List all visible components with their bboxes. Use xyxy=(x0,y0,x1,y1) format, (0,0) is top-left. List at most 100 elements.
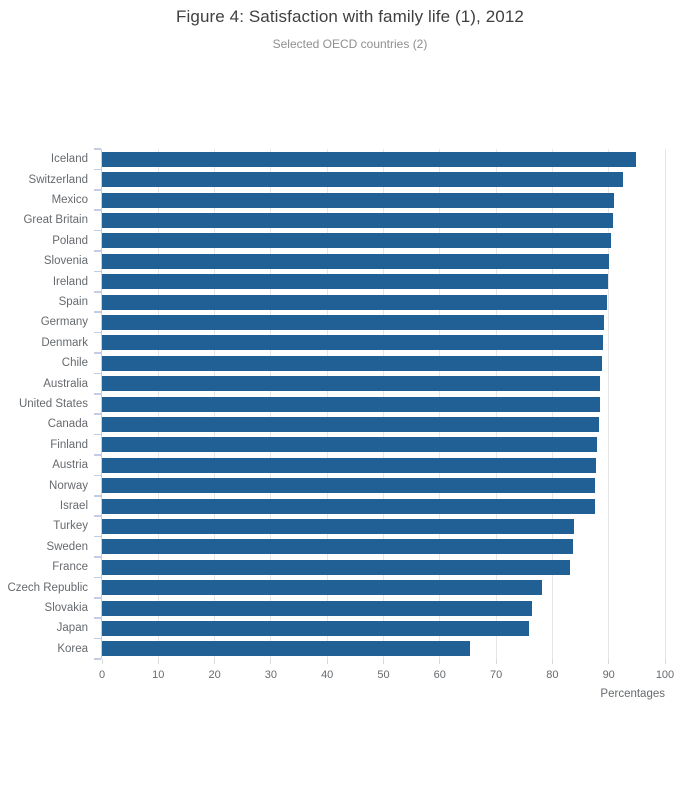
bar-iceland xyxy=(102,151,637,167)
category-label-canada: Canada xyxy=(47,418,88,431)
bar-great-britain xyxy=(102,212,614,228)
y-tick xyxy=(94,291,101,293)
bar-czech-republic xyxy=(102,580,543,596)
bar-denmark xyxy=(102,335,603,351)
category-label-turkey: Turkey xyxy=(53,520,88,533)
x-tick xyxy=(101,659,103,664)
bar-japan xyxy=(102,620,530,636)
y-tick xyxy=(94,331,101,334)
x-tick-label: 50 xyxy=(377,669,390,681)
category-label-ireland: Ireland xyxy=(52,275,88,288)
x-tick xyxy=(270,659,272,664)
bar-switzerland xyxy=(102,172,623,188)
bar-finland xyxy=(102,437,597,453)
y-tick xyxy=(94,209,101,211)
bar-norway xyxy=(102,478,596,494)
category-label-australia: Australia xyxy=(43,377,88,390)
y-tick xyxy=(94,597,101,599)
x-tick xyxy=(495,659,497,664)
x-tick-label: 20 xyxy=(208,669,221,681)
y-axis-line xyxy=(100,149,102,659)
category-label-mexico: Mexico xyxy=(51,194,88,206)
bar-slovenia xyxy=(102,253,610,269)
category-label-slovakia: Slovakia xyxy=(44,602,88,614)
x-tick xyxy=(214,659,216,664)
category-label-poland: Poland xyxy=(52,234,88,247)
y-tick xyxy=(94,229,101,232)
x-tick-label: 10 xyxy=(152,669,165,681)
y-tick xyxy=(94,556,101,558)
category-label-norway: Norway xyxy=(49,479,88,492)
category-label-switzerland: Switzerland xyxy=(28,173,88,186)
category-label-united-states: United States xyxy=(18,398,88,410)
bar-korea xyxy=(102,641,470,657)
category-label-finland: Finland xyxy=(50,438,88,451)
bar-australia xyxy=(102,376,601,392)
y-tick xyxy=(94,454,101,456)
y-tick xyxy=(94,311,101,313)
y-tick xyxy=(94,352,101,354)
y-tick xyxy=(94,474,101,477)
y-tick xyxy=(94,515,101,517)
category-label-great-britain: Great Britain xyxy=(23,214,88,227)
category-label-slovenia: Slovenia xyxy=(43,255,88,268)
figure-title: Figure 4: Satisfaction with family life … xyxy=(176,7,524,26)
category-label-czech-republic: Czech Republic xyxy=(7,581,88,594)
y-tick xyxy=(94,576,101,579)
y-tick xyxy=(94,413,101,415)
x-tick xyxy=(608,659,610,664)
category-label-spain: Spain xyxy=(58,296,88,308)
category-label-chile: Chile xyxy=(61,357,88,370)
bar-poland xyxy=(102,233,611,249)
x-tick-label: 60 xyxy=(433,669,446,681)
category-label-korea: Korea xyxy=(57,642,88,655)
x-tick xyxy=(664,659,666,664)
bar-france xyxy=(102,559,571,575)
bar-slovakia xyxy=(102,600,532,616)
bar-chile xyxy=(102,355,602,371)
x-tick xyxy=(439,659,441,664)
bar-spain xyxy=(102,294,607,310)
y-tick xyxy=(94,372,101,375)
bar-sweden xyxy=(102,539,574,555)
x-tick-label: 100 xyxy=(655,669,675,681)
y-tick xyxy=(94,433,101,436)
y-tick xyxy=(94,168,101,171)
y-tick xyxy=(94,250,101,252)
x-tick-label: 0 xyxy=(98,669,106,681)
figure-subtitle: Selected OECD countries (2) xyxy=(272,37,428,51)
category-label-japan: Japan xyxy=(56,622,88,635)
y-tick xyxy=(94,617,101,619)
category-label-germany: Germany xyxy=(40,316,88,329)
y-tick xyxy=(94,393,101,395)
category-label-iceland: Iceland xyxy=(50,153,88,166)
y-tick xyxy=(94,189,101,191)
x-tick xyxy=(383,659,384,664)
bar-mexico xyxy=(102,192,615,208)
y-tick xyxy=(94,270,101,273)
category-label-israel: Israel xyxy=(59,500,88,512)
y-tick xyxy=(94,637,101,640)
x-tick-label: 80 xyxy=(546,669,559,681)
y-tick xyxy=(94,535,101,538)
x-tick-label: 90 xyxy=(602,669,615,681)
x-tick-label: 70 xyxy=(489,669,503,681)
bar-germany xyxy=(102,314,605,330)
x-tick xyxy=(551,659,553,664)
x-tick-label: 40 xyxy=(321,669,334,681)
y-tick xyxy=(94,658,101,660)
x-axis-label: Percentages xyxy=(600,688,665,700)
x-tick-label: 30 xyxy=(264,669,278,681)
gridline xyxy=(608,149,610,659)
x-tick xyxy=(157,659,159,664)
bar-austria xyxy=(102,457,596,473)
y-tick xyxy=(94,148,101,150)
bar-israel xyxy=(102,498,595,514)
bar-canada xyxy=(102,416,600,432)
bar-united-states xyxy=(102,396,600,412)
category-label-denmark: Denmark xyxy=(41,336,88,349)
bar-turkey xyxy=(102,518,575,534)
category-label-sweden: Sweden xyxy=(46,540,88,553)
